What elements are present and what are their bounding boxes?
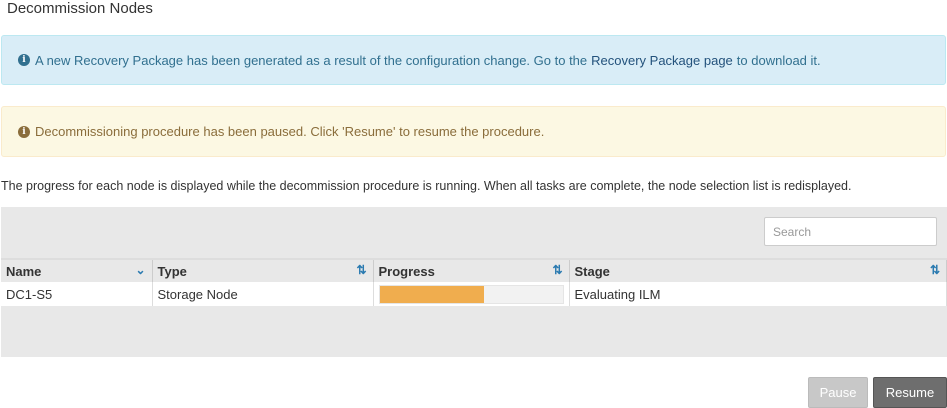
nodes-table: Name ⌄ Type ⇅ Progress ⇅ Stage ⇅ DC1-S5 Stor… bbox=[1, 258, 947, 306]
column-header-stage[interactable]: Stage ⇅ bbox=[569, 258, 947, 282]
node-stage: Evaluating ILM bbox=[569, 282, 947, 306]
column-header-type[interactable]: Type ⇅ bbox=[152, 258, 374, 282]
sort-icon: ⇅ bbox=[356, 263, 367, 277]
sort-icon: ⇅ bbox=[929, 263, 940, 277]
node-name: DC1-S5 bbox=[1, 282, 153, 306]
alert-text: Decommissioning procedure has been pause… bbox=[35, 124, 545, 139]
page-title: Decommission Nodes bbox=[7, 0, 153, 17]
alert-text-after: to download it. bbox=[736, 52, 821, 68]
table-row: DC1-S5 Storage Node Evaluating ILM bbox=[1, 282, 947, 306]
chevron-down-icon: ⌄ bbox=[135, 263, 146, 277]
sort-icon: ⇅ bbox=[552, 263, 563, 277]
node-type: Storage Node bbox=[152, 282, 374, 306]
resume-button[interactable]: Resume bbox=[873, 377, 947, 408]
column-header-name[interactable]: Name ⌄ bbox=[1, 258, 153, 282]
pause-button[interactable]: Pause bbox=[808, 377, 868, 408]
description: The progress for each node is displayed … bbox=[1, 179, 852, 193]
recovery-package-alert: i A new Recovery Package has been genera… bbox=[1, 35, 946, 85]
paused-alert: i Decommissioning procedure has been pau… bbox=[1, 106, 946, 157]
info-icon: i bbox=[18, 54, 30, 66]
search-box bbox=[764, 217, 937, 246]
recovery-package-link[interactable]: Recovery Package page bbox=[591, 52, 733, 68]
info-icon: i bbox=[18, 125, 30, 138]
alert-text: A new Recovery Package has been generate… bbox=[35, 52, 588, 68]
progress-fill bbox=[379, 285, 484, 303]
column-header-progress[interactable]: Progress ⇅ bbox=[373, 258, 570, 282]
search-input[interactable] bbox=[773, 224, 928, 239]
progress-bar bbox=[378, 284, 564, 304]
nodes-panel: Name⌄ Type⇅ Progress⇅ Stage⇅ DC1-S5 Stor… bbox=[1, 207, 947, 357]
